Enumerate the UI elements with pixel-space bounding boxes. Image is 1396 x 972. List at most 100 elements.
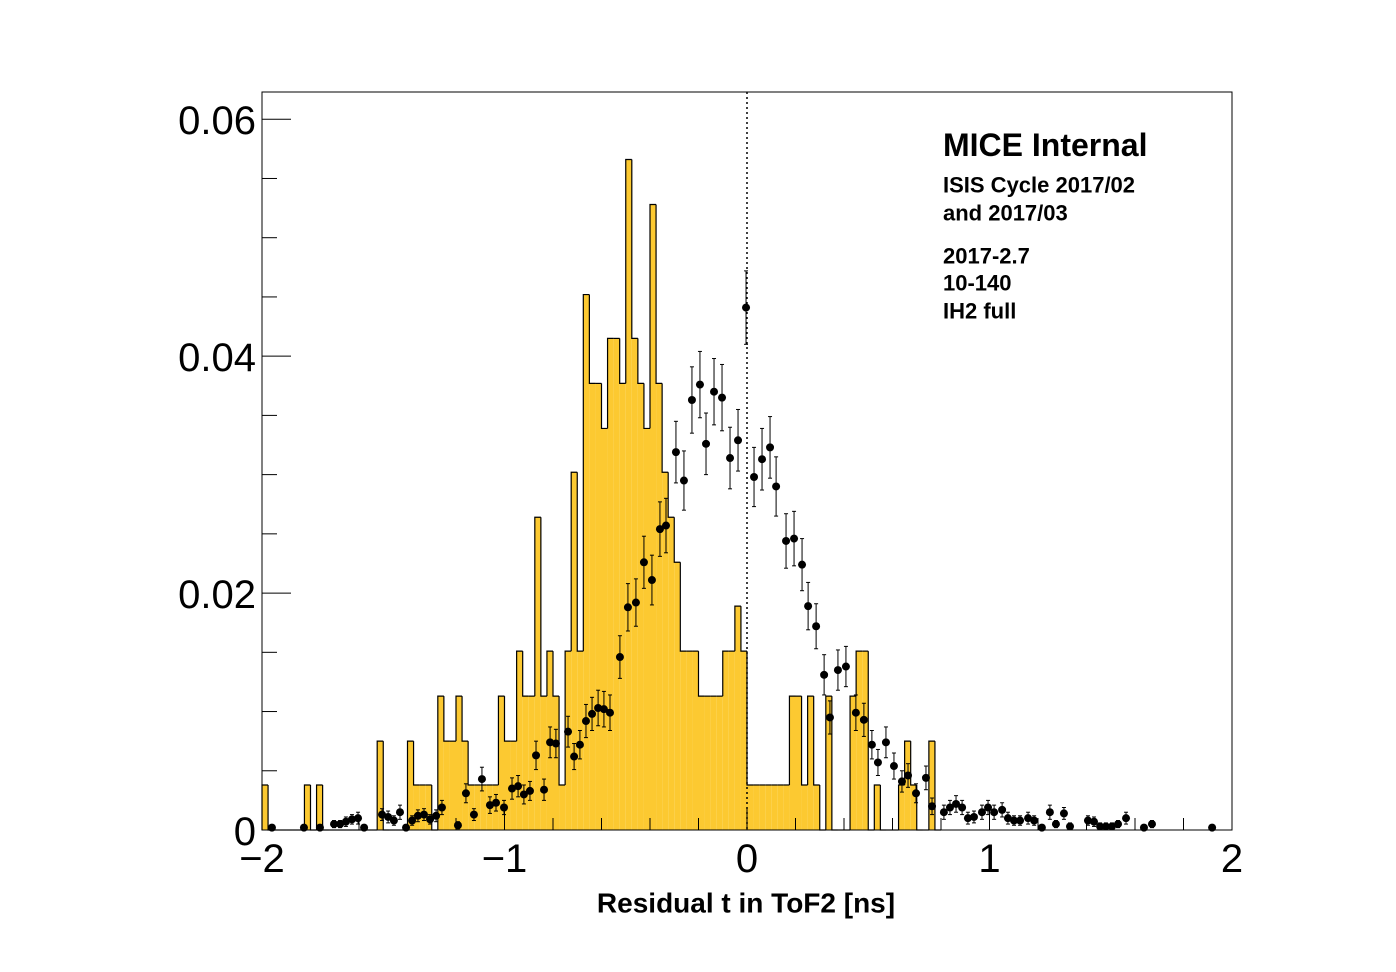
x-tick-label: −1 (482, 837, 528, 881)
hist-bar (801, 784, 808, 830)
hist-bar (462, 741, 469, 830)
hist-outline (534, 516, 541, 697)
data-point (389, 816, 398, 825)
hist-outline (461, 696, 469, 742)
annotation: MICE Internal (943, 127, 1147, 163)
data-point (532, 751, 541, 760)
hist-outline (546, 650, 553, 697)
x-tick-label: −2 (239, 837, 285, 881)
hist-bar (825, 696, 832, 830)
hist-outline (661, 383, 669, 473)
hist-bar (534, 517, 541, 830)
data-point (958, 803, 967, 812)
data-point (477, 775, 486, 784)
hist-outline (637, 338, 644, 385)
hist-outline (904, 740, 911, 785)
hist-bar (443, 741, 450, 830)
hist-bar (631, 338, 638, 830)
hist-bar (716, 696, 723, 830)
hist-bar (692, 651, 699, 830)
data-point (859, 715, 868, 724)
data-point (945, 803, 954, 812)
data-point (963, 814, 972, 823)
hist-outline (558, 696, 566, 786)
data-point (742, 303, 751, 312)
hist-outline (564, 650, 572, 785)
data-point (904, 771, 913, 780)
hist-bar (710, 696, 717, 830)
hist-bar (928, 741, 935, 830)
hist-bar (583, 294, 590, 830)
x-tick-label: 2 (1221, 837, 1243, 881)
hist-outline (855, 650, 863, 697)
hist-outline (625, 158, 632, 384)
hist-outline (825, 695, 832, 830)
hist-bar (813, 784, 820, 830)
hist-outline (910, 741, 917, 786)
data-point (564, 727, 573, 736)
hist-outline (679, 562, 687, 652)
hist-bar (589, 383, 596, 830)
annotation: and 2017/03 (943, 201, 1068, 226)
hist-outline (467, 741, 475, 786)
hist-bar (704, 696, 711, 830)
data-point (599, 705, 608, 714)
hist-bar (783, 784, 790, 830)
hist-outline (788, 695, 796, 785)
y-tick-label: 0.04 (178, 336, 256, 380)
hist-bar (625, 159, 632, 830)
hist-outline (746, 651, 754, 786)
data-point (360, 823, 369, 832)
data-point (897, 777, 906, 786)
data-point (984, 803, 993, 812)
annotation: 10-140 (943, 271, 1012, 296)
hist-outline (807, 695, 814, 785)
hist-outline (849, 695, 857, 830)
hist-outline (303, 784, 311, 830)
hist-bar (674, 562, 681, 830)
data-point (687, 395, 696, 404)
hist-outline (873, 784, 881, 830)
data-point (969, 812, 978, 821)
hist-bar (650, 204, 657, 830)
data-point (833, 666, 842, 675)
hist-bar (637, 383, 644, 830)
hist-bar (686, 651, 693, 830)
hist-outline (552, 651, 560, 697)
hist-outline (315, 784, 323, 830)
data-point (631, 598, 640, 607)
data-point (881, 738, 890, 747)
data-point (402, 823, 411, 832)
data-point (766, 443, 775, 452)
hist-bar (262, 784, 269, 830)
hist-bar (425, 784, 432, 830)
hist-bar (559, 784, 566, 830)
data-point (825, 713, 834, 722)
hist-bar (807, 696, 814, 830)
data-point (453, 821, 462, 830)
data-point (912, 789, 921, 798)
hist-bar (419, 784, 426, 830)
hist-outline (667, 472, 675, 518)
data-point (461, 789, 470, 798)
data-point (851, 708, 860, 717)
data-point (1208, 823, 1217, 832)
hist-bar (528, 696, 535, 830)
data-point (867, 740, 876, 749)
data-point (1066, 822, 1075, 831)
data-point (1147, 820, 1156, 829)
hist-outline (376, 740, 384, 830)
data-point (639, 558, 648, 567)
data-point (647, 576, 656, 585)
data-point (514, 782, 523, 791)
data-point (812, 622, 821, 631)
hist-bar (668, 517, 675, 830)
hist-bar (304, 784, 311, 830)
data-point (347, 815, 356, 824)
hist-bar (316, 784, 323, 830)
data-point (726, 454, 735, 463)
data-point (695, 380, 704, 389)
data-point (1009, 816, 1018, 825)
data-point (540, 785, 549, 794)
data-point (998, 805, 1007, 814)
